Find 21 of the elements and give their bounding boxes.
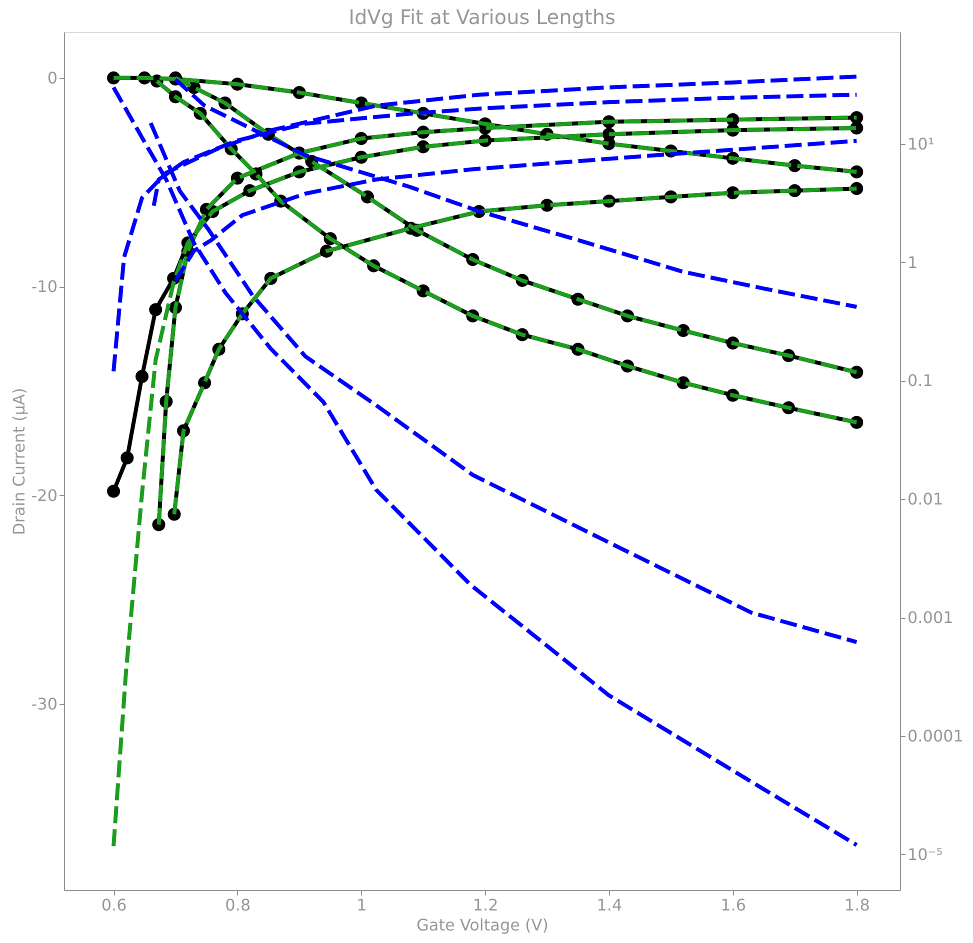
y2-tick-label: 0.001 (908, 608, 954, 628)
x-axis-title: Gate Voltage (V) (416, 916, 548, 934)
y2-tick-label: 0.0001 (908, 726, 964, 746)
x-tick-label: 1.2 (472, 896, 498, 914)
y-axis-title: Drain Current (μA) (9, 388, 28, 536)
y2-tick-label: 10⁻⁵ (908, 844, 943, 864)
x-tick-label: 1.8 (844, 896, 870, 914)
y-tick-label: 0 (47, 68, 58, 88)
y-tick-label: -20 (31, 486, 58, 505)
y2-tick-label: 10¹ (908, 134, 934, 154)
y-tick-label: -30 (31, 694, 58, 714)
x-tick-label: 1.4 (596, 896, 622, 914)
chart-title: IdVg Fit at Various Lengths (348, 5, 616, 29)
x-tick-label: 1.6 (720, 896, 746, 914)
y-tick-label: -10 (31, 277, 58, 296)
x-tick-label: 1 (356, 896, 367, 914)
x-tick-label: 0.8 (225, 896, 251, 914)
x-tick-label: 0.6 (101, 896, 127, 914)
y2-tick-label: 1 (908, 252, 918, 272)
y2-tick-label: 0.1 (908, 371, 933, 390)
y2-tick-label: 0.01 (908, 490, 944, 509)
